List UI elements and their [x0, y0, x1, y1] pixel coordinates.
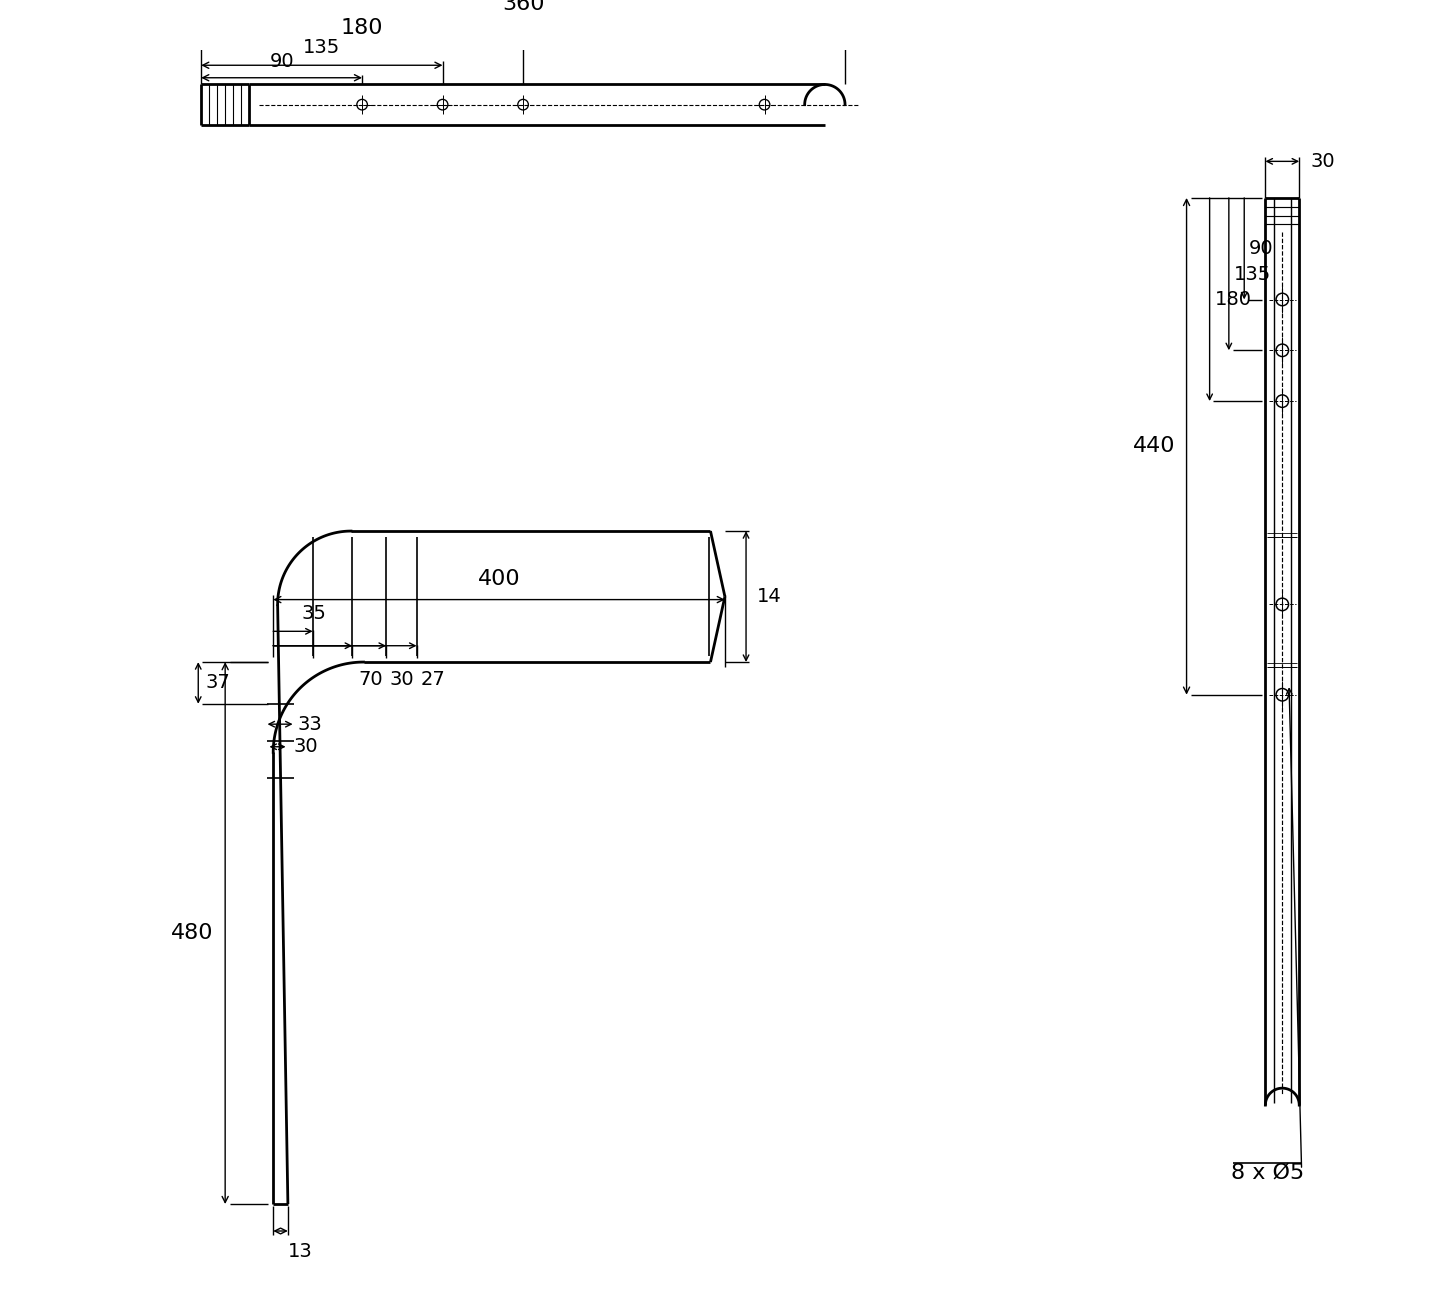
- Text: 35: 35: [301, 604, 327, 622]
- Text: 440: 440: [1133, 437, 1175, 457]
- Text: 90: 90: [1248, 240, 1273, 258]
- Text: 8 x Ø5: 8 x Ø5: [1231, 1162, 1305, 1182]
- Text: 37: 37: [207, 674, 231, 692]
- Text: 27: 27: [420, 670, 445, 688]
- Text: 360: 360: [501, 0, 545, 14]
- Text: 180: 180: [341, 18, 383, 38]
- Text: 33: 33: [298, 715, 322, 734]
- Text: 400: 400: [478, 569, 520, 590]
- Text: 70: 70: [358, 670, 383, 688]
- Text: 90: 90: [269, 53, 293, 71]
- Text: 30: 30: [1311, 151, 1335, 171]
- Text: 30: 30: [390, 670, 415, 688]
- Text: 30: 30: [293, 737, 318, 757]
- Text: 14: 14: [757, 587, 782, 607]
- Text: 13: 13: [288, 1241, 314, 1261]
- Text: 135: 135: [1234, 265, 1272, 284]
- Text: 480: 480: [171, 923, 214, 944]
- Text: 135: 135: [303, 38, 341, 57]
- Text: 180: 180: [1214, 290, 1251, 309]
